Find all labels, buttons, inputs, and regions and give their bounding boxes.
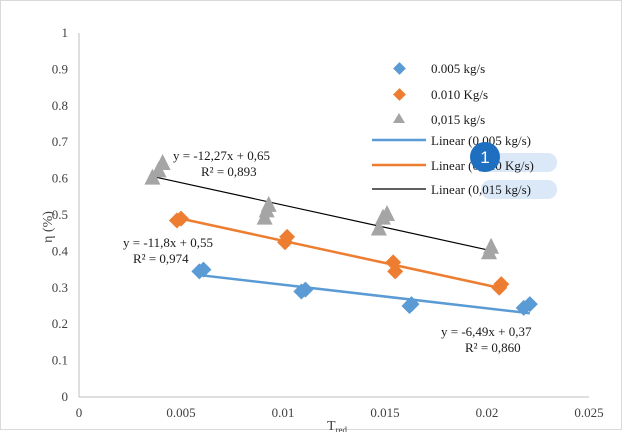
equation-015-r2: R² = 0,893	[201, 164, 257, 179]
equation-010-r2: R² = 0,974	[133, 251, 189, 266]
legend: 0.005 kg/s 0.010 Kg/s 0,015 kg/s Linear …	[372, 61, 557, 199]
x-tick-label: 0.005	[166, 405, 195, 420]
numbered-badge[interactable]: 1	[470, 142, 500, 172]
badge-number: 1	[480, 148, 489, 167]
diamond-marker	[387, 263, 404, 280]
x-tick-label: 0.02	[476, 405, 499, 420]
legend-marker-010	[393, 88, 406, 101]
legend-marker-015	[393, 113, 405, 123]
diamond-marker	[173, 210, 189, 227]
diamond-marker	[279, 228, 296, 245]
equation-005-line1: y = -6,49x + 0,37	[441, 324, 532, 339]
legend-label-linear-005: Linear (0,005 kg/s)	[431, 133, 531, 148]
trendline	[176, 216, 502, 290]
y-tick-label: 0.2	[52, 316, 68, 331]
equation-005-r2: R² = 0,860	[465, 340, 521, 355]
diamond-marker	[403, 296, 420, 313]
triangle-marker	[260, 195, 277, 212]
x-axis-title: Tred	[327, 419, 348, 432]
y-tick-label: 0.8	[52, 98, 68, 113]
y-tick-label: 0.6	[52, 171, 69, 186]
x-tick-label: 0.01	[272, 405, 295, 420]
equation-010-line1: y = -11,8x + 0,55	[123, 235, 213, 250]
x-tick-label: 0.025	[574, 405, 603, 420]
diamond-marker	[493, 276, 510, 293]
axes: 00.10.20.30.40.50.60.70.80.910 0.005 0.01 0…	[52, 25, 604, 420]
diamond-marker	[297, 281, 314, 298]
triangle-marker	[379, 205, 396, 221]
y-tick-label: 0.4	[52, 243, 69, 258]
y-tick-label: 0	[62, 389, 69, 404]
legend-highlight	[481, 153, 557, 172]
y-tick-label: 1	[62, 25, 69, 40]
legend-highlight	[481, 180, 557, 199]
triangle-marker	[154, 154, 171, 171]
x-tick-label: 0.015	[370, 405, 399, 420]
trendline	[152, 175, 492, 252]
y-tick-label: 0.1	[52, 353, 68, 368]
legend-marker-005	[393, 62, 406, 75]
trendline	[199, 273, 530, 315]
data-markers	[144, 154, 538, 316]
y-tick-label: 0.3	[52, 280, 68, 295]
triangle-marker	[370, 219, 387, 236]
diamond-marker	[521, 296, 538, 313]
triangle-marker	[483, 237, 500, 254]
x-tick-label: 0	[76, 405, 83, 420]
legend-label-linear-015: Linear (0,015 kg/s)	[431, 182, 531, 197]
legend-label-010: 0.010 Kg/s	[431, 87, 488, 102]
legend-label-015: 0,015 kg/s	[431, 112, 485, 127]
trendlines	[152, 175, 530, 315]
legend-label-005: 0.005 kg/s	[431, 61, 485, 76]
y-tick-label: 0.5	[52, 207, 68, 222]
badge-circle	[470, 142, 500, 172]
y-tick-label: 0.7	[52, 134, 69, 149]
y-tick-label: 0.9	[52, 61, 68, 76]
diamond-marker	[195, 261, 212, 278]
equation-015-line1: y = -12,27x + 0,65	[173, 148, 270, 163]
y-axis-title: η (%)	[41, 211, 56, 243]
